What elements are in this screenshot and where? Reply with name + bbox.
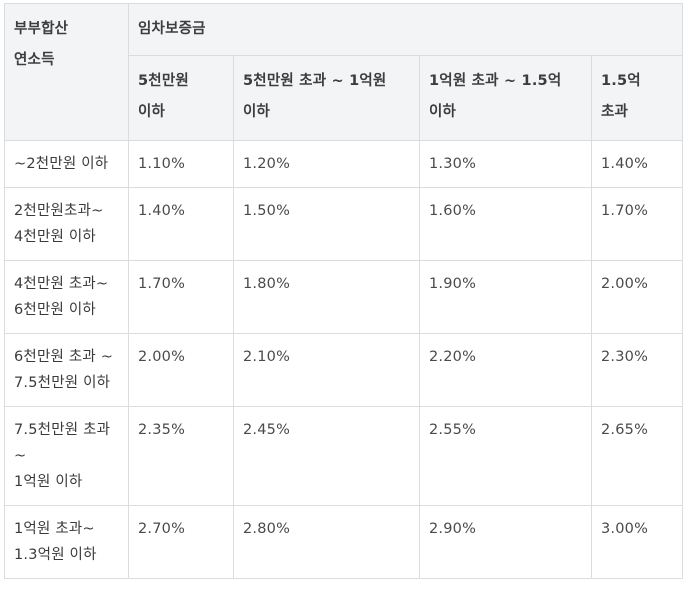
table-header: 부부합산 연소득 임차보증금 5천만원 이하 5천만원 초과 ~ 1억원 이하 1억원… <box>4 3 684 141</box>
header-row-group: 부부합산 연소득 임차보증금 <box>4 3 684 141</box>
table-row: 1억원 초과~ 1.3억원 이하 2.70% 2.80% 2.90% 3.00% <box>4 505 684 579</box>
rate-cell: 1.40% <box>590 140 684 188</box>
row-income-label: 4천만원 초과~ 6천만원 이하 <box>4 260 129 334</box>
rate-cell: 1.50% <box>233 187 420 261</box>
table-row: 2천만원초과~ 4천만원 이하 1.40% 1.50% 1.60% 1.70% <box>4 187 684 261</box>
row-income-label: 7.5천만원 초과 ~1억원 이하 <box>4 406 129 506</box>
header-col-1-text: 5천만원 이하 <box>138 73 189 120</box>
header-col-3-text: 1억원 초과 ~ 1.5억 이하 <box>429 73 562 120</box>
rate-cell: 2.80% <box>233 505 420 579</box>
table-row: 6천만원 초과 ~7.5천만원 이하 2.00% 2.10% 2.20% 2.3… <box>4 333 684 407</box>
rate-cell: 2.55% <box>419 406 592 506</box>
header-deposit-group: 임차보증금 <box>127 3 684 56</box>
table-body: ~2천만원 이하 1.10% 1.20% 1.30% 1.40% 2천만원초과~… <box>4 140 684 579</box>
header-col-4: 1.5억 초과 <box>590 55 684 141</box>
rate-cell: 2.00% <box>590 260 684 334</box>
row-income-label: 1억원 초과~ 1.3억원 이하 <box>4 505 129 579</box>
header-row-columns: 5천만원 이하 5천만원 초과 ~ 1억원 이하 1억원 초과 ~ 1.5억 이하 1… <box>5 55 684 141</box>
rate-cell: 1.20% <box>233 140 420 188</box>
header-col-2: 5천만원 초과 ~ 1억원 이하 <box>233 55 420 141</box>
table-row: ~2천만원 이하 1.10% 1.20% 1.30% 1.40% <box>4 140 684 188</box>
rate-cell: 2.20% <box>419 333 592 407</box>
rate-cell: 2.35% <box>128 406 234 506</box>
rate-cell: 1.30% <box>419 140 592 188</box>
rate-cell: 2.10% <box>233 333 420 407</box>
rate-cell: 2.00% <box>128 333 234 407</box>
header-household-income: 부부합산 연소득 <box>4 3 129 141</box>
interest-rate-table: 부부합산 연소득 임차보증금 5천만원 이하 5천만원 초과 ~ 1억원 이하 1억원… <box>4 3 684 579</box>
header-deposit-group-text: 임차보증금 <box>138 21 206 37</box>
row-income-label: 2천만원초과~ 4천만원 이하 <box>4 187 129 261</box>
table-row: 4천만원 초과~ 6천만원 이하 1.70% 1.80% 1.90% 2.00% <box>4 260 684 334</box>
rate-cell: 1.10% <box>128 140 234 188</box>
header-col-4-text: 1.5억 초과 <box>601 73 641 120</box>
rate-cell: 2.65% <box>590 406 684 506</box>
rate-cell: 2.30% <box>590 333 684 407</box>
rate-cell: 1.90% <box>419 260 592 334</box>
rate-cell: 1.80% <box>233 260 420 334</box>
rate-cell: 2.45% <box>233 406 420 506</box>
rate-cell: 1.40% <box>128 187 234 261</box>
table-row: 7.5천만원 초과 ~1억원 이하 2.35% 2.45% 2.55% 2.65% <box>4 406 684 506</box>
rate-cell: 3.00% <box>590 505 684 579</box>
header-col-1: 5천만원 이하 <box>128 55 234 141</box>
rate-cell: 1.60% <box>419 187 592 261</box>
header-household-income-text: 부부합산 연소득 <box>14 21 69 68</box>
row-income-label: ~2천만원 이하 <box>4 140 129 188</box>
rate-cell: 1.70% <box>590 187 684 261</box>
rate-cell: 2.90% <box>419 505 592 579</box>
rate-cell: 1.70% <box>128 260 234 334</box>
row-income-label: 6천만원 초과 ~7.5천만원 이하 <box>4 333 129 407</box>
rate-cell: 2.70% <box>128 505 234 579</box>
header-col-2-text: 5천만원 초과 ~ 1억원 이하 <box>243 73 387 120</box>
header-col-3: 1억원 초과 ~ 1.5억 이하 <box>419 55 592 141</box>
